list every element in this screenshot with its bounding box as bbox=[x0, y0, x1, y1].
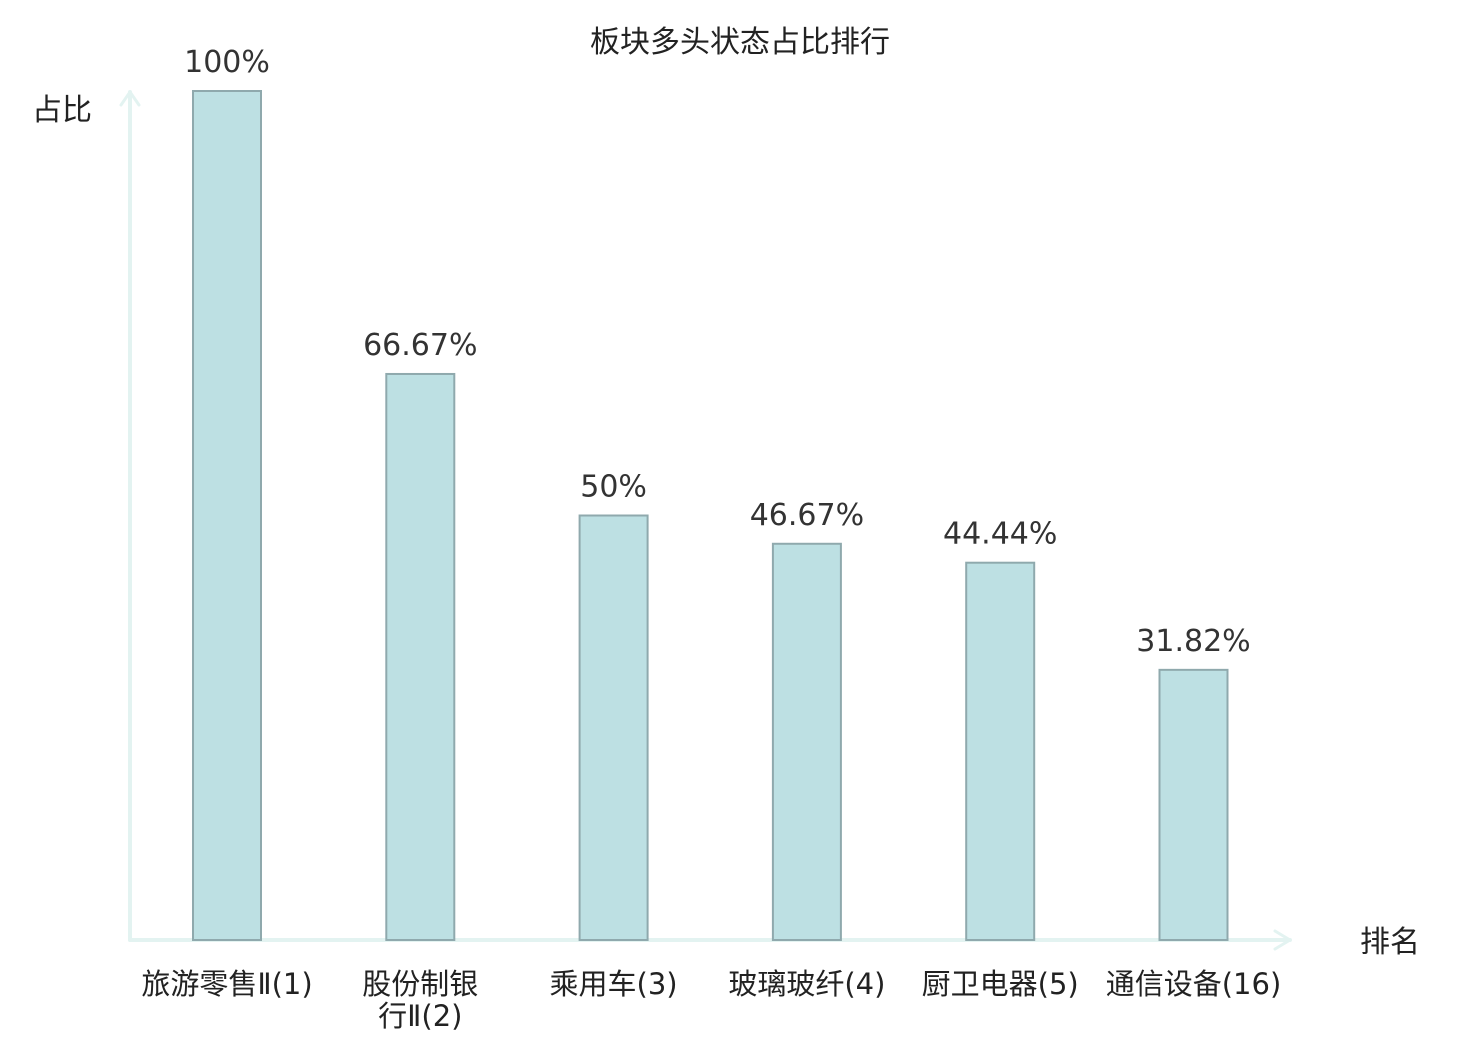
y-axis-arrow bbox=[119, 90, 141, 107]
bars-group bbox=[192, 90, 1229, 942]
category-label-1: 旅游零售Ⅱ(1) bbox=[141, 967, 312, 1001]
category-rank-5: (5) bbox=[1038, 967, 1079, 1001]
value-label-1: 100% bbox=[184, 45, 270, 80]
category-rank-3: (3) bbox=[637, 967, 678, 1001]
category-rank-4: (4) bbox=[844, 967, 885, 1001]
category-label-6: 通信设备(16) bbox=[1106, 967, 1282, 1001]
bar-1 bbox=[192, 90, 262, 941]
x-axis-title: 排名 bbox=[1360, 925, 1420, 960]
value-label-2: 66.67% bbox=[363, 328, 477, 363]
category-name-1: 旅游零售 bbox=[141, 967, 257, 1001]
category-rank-2: 行Ⅱ(2) bbox=[378, 999, 462, 1033]
bar-4 bbox=[771, 542, 842, 942]
category-rank-1: Ⅱ(1) bbox=[257, 967, 312, 1001]
bar-6 bbox=[1158, 668, 1229, 941]
y-axis-title: 占比 bbox=[32, 93, 92, 128]
category-label-2: 股份制银 bbox=[362, 967, 478, 1001]
value-label-4: 46.67% bbox=[750, 498, 864, 533]
category-rank-6: (16) bbox=[1222, 967, 1282, 1001]
value-label-5: 44.44% bbox=[943, 517, 1057, 552]
value-label-3: 50% bbox=[580, 470, 647, 505]
value-labels-group: 100% 66.67% 50% 46.67% 44.44% 31.82% bbox=[184, 45, 1251, 659]
category-label-5: 厨卫电器(5) bbox=[922, 967, 1079, 1001]
chart-title: 板块多头状态占比排行 bbox=[590, 25, 890, 60]
bar-2 bbox=[385, 372, 456, 942]
category-name-3: 乘用车 bbox=[550, 967, 637, 1001]
category-name-6: 通信设备 bbox=[1106, 967, 1222, 1001]
category-label-4: 玻璃玻纤(4) bbox=[728, 967, 885, 1001]
bar-5 bbox=[965, 561, 1036, 941]
bar-3 bbox=[578, 514, 649, 941]
value-label-6: 31.82% bbox=[1136, 624, 1250, 659]
category-name-5: 厨卫电器 bbox=[922, 967, 1038, 1001]
category-name-4: 玻璃玻纤 bbox=[728, 967, 844, 1001]
category-label-3: 乘用车(3) bbox=[550, 967, 678, 1001]
x-axis-arrow bbox=[1273, 929, 1292, 951]
